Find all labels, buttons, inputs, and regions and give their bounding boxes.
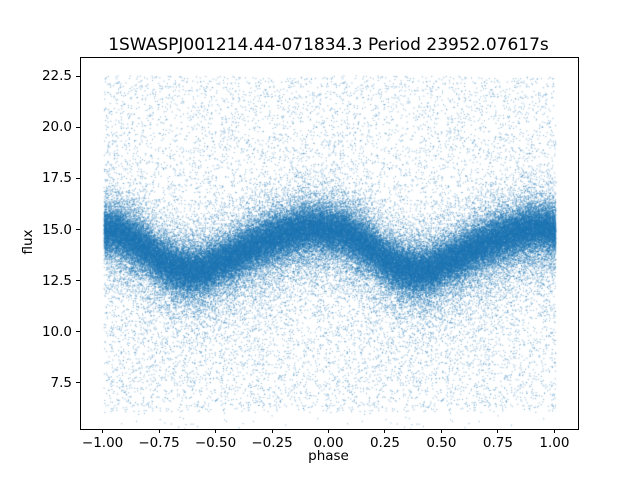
x-tick-mark: [215, 429, 217, 433]
y-tick-mark: [76, 280, 80, 282]
x-tick-label: 0.75: [482, 435, 513, 451]
y-tick-label: 7.5: [50, 374, 72, 391]
x-tick-label: −0.50: [194, 435, 237, 451]
x-tick-mark: [440, 429, 442, 433]
y-tick-label: 17.5: [41, 170, 72, 187]
plot-area: [80, 57, 579, 430]
x-tick-mark: [497, 429, 499, 433]
x-tick-label: 0.25: [369, 435, 400, 451]
x-tick-mark: [553, 429, 555, 433]
chart-title: 1SWASPJ001214.44-071834.3 Period 23952.0…: [108, 35, 549, 55]
x-tick-mark: [328, 429, 329, 433]
y-tick-label: 12.5: [41, 272, 72, 289]
x-axis-label: phase: [308, 448, 349, 464]
y-tick-mark: [76, 331, 80, 333]
x-tick-label: −0.25: [251, 435, 293, 451]
x-tick-label: 0.50: [426, 435, 457, 451]
y-tick-mark: [76, 75, 80, 77]
x-tick-label: 1.00: [539, 435, 570, 451]
x-tick-label: 0.00: [313, 435, 344, 451]
y-tick-mark: [76, 126, 80, 128]
x-tick-mark: [158, 429, 160, 433]
x-tick-mark: [102, 429, 104, 433]
scatter-canvas: [81, 58, 578, 429]
y-tick-label: 10.0: [41, 323, 72, 340]
x-tick-label: −0.75: [138, 435, 180, 451]
x-tick-mark: [384, 429, 386, 433]
y-tick-label: 15.0: [41, 221, 72, 238]
y-tick-mark: [76, 177, 80, 179]
x-tick-mark: [271, 429, 273, 433]
y-tick-label: 20.0: [41, 119, 72, 136]
y-tick-mark: [76, 229, 80, 231]
y-tick-label: 22.5: [41, 68, 72, 85]
y-tick-mark: [76, 382, 80, 384]
x-tick-label: −1.00: [81, 435, 124, 451]
